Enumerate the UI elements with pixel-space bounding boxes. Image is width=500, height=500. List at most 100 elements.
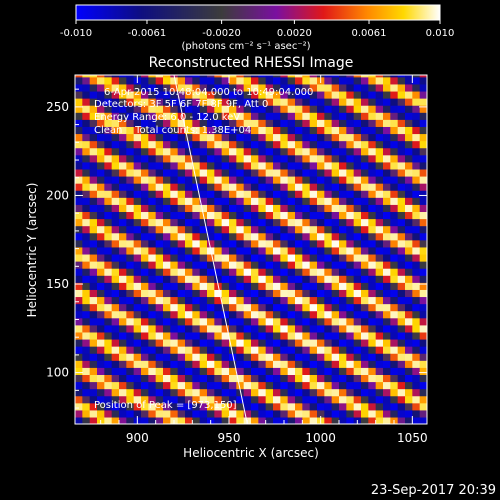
heatmap-cell xyxy=(295,374,303,383)
heatmap-cell xyxy=(280,140,289,149)
heatmap-cell xyxy=(75,381,83,390)
heatmap-cell xyxy=(89,90,98,99)
heatmap-cell xyxy=(324,190,333,198)
heatmap-cell xyxy=(163,239,171,248)
heatmap-cell xyxy=(148,147,157,156)
heatmap-cell xyxy=(353,303,362,312)
heatmap-cell xyxy=(185,183,193,191)
heatmap-cell xyxy=(258,416,267,424)
heatmap-cell xyxy=(75,246,83,255)
heatmap-cell xyxy=(236,395,245,404)
heatmap-cell xyxy=(383,402,391,411)
heatmap-cell xyxy=(192,324,201,333)
heatmap-cell xyxy=(383,296,391,305)
heatmap-cell xyxy=(412,161,421,170)
heatmap-cell xyxy=(339,282,347,290)
heatmap-cell xyxy=(368,112,377,120)
heatmap-cell xyxy=(397,416,406,424)
heatmap-cell xyxy=(155,190,164,198)
heatmap-cell xyxy=(273,317,281,326)
heatmap-cell xyxy=(419,133,427,142)
heatmap-cell xyxy=(375,324,384,333)
heatmap-cell xyxy=(141,75,149,78)
heatmap-cell xyxy=(346,204,355,213)
heatmap-cell xyxy=(163,296,171,305)
heatmap-cell xyxy=(163,154,171,163)
heatmap-cell xyxy=(111,416,120,424)
heatmap-cell xyxy=(75,154,83,163)
heatmap-cell xyxy=(375,402,384,411)
heatmap-cell xyxy=(119,98,127,106)
heatmap-cell xyxy=(258,381,267,390)
heatmap-cell xyxy=(353,317,362,326)
heatmap-cell xyxy=(390,147,399,156)
heatmap-cell xyxy=(163,197,171,205)
heatmap-cell xyxy=(258,76,267,85)
heatmap-cell xyxy=(280,197,289,205)
heatmap-cell xyxy=(317,168,325,177)
heatmap-cell xyxy=(383,218,391,227)
heatmap-cell xyxy=(383,246,391,255)
heatmap-cell xyxy=(251,409,259,418)
annotation-time-range: 6-Apr-2015 10:48:04.000 to 10:49:04.000 xyxy=(104,87,313,98)
heatmap-cell xyxy=(390,303,399,312)
heatmap-cell xyxy=(104,268,113,276)
heatmap-cell xyxy=(390,90,399,99)
heatmap-cell xyxy=(199,388,208,397)
heatmap-cell xyxy=(221,402,230,411)
heatmap-cell xyxy=(331,317,340,326)
heatmap-cell xyxy=(368,324,377,333)
heatmap-cell xyxy=(75,76,83,85)
heatmap-cell xyxy=(185,239,193,248)
heatmap-cell xyxy=(89,253,98,262)
heatmap-cell xyxy=(126,381,135,390)
heatmap-cell xyxy=(163,232,171,241)
heatmap-cell xyxy=(221,416,230,424)
heatmap-cell xyxy=(295,331,303,340)
heatmap-cell xyxy=(126,232,135,241)
heatmap-cell xyxy=(317,183,325,191)
heatmap-cell xyxy=(287,317,296,326)
heatmap-cell xyxy=(229,289,237,298)
heatmap-cell xyxy=(412,218,421,227)
heatmap-cell xyxy=(287,83,296,92)
heatmap-cell xyxy=(419,360,427,368)
heatmap-cell xyxy=(251,367,259,375)
heatmap-cell xyxy=(361,331,369,340)
heatmap-cell xyxy=(280,402,289,411)
heatmap-cell xyxy=(419,310,427,319)
heatmap-cell xyxy=(419,105,427,113)
heatmap-cell xyxy=(133,133,142,142)
heatmap-cell xyxy=(111,253,120,262)
heatmap-cell xyxy=(251,296,259,305)
heatmap-cell xyxy=(89,324,98,333)
heatmap-cell xyxy=(405,90,413,99)
heatmap-cell xyxy=(192,360,201,368)
heatmap-cell xyxy=(163,310,171,319)
heatmap-cell xyxy=(317,232,325,241)
heatmap-cell xyxy=(148,374,157,383)
heatmap-cell xyxy=(155,268,164,276)
heatmap-cell xyxy=(273,324,281,333)
heatmap-cell xyxy=(397,282,406,290)
heatmap-cell xyxy=(126,183,135,191)
heatmap-cell xyxy=(199,218,208,227)
heatmap-cell xyxy=(82,353,91,361)
heatmap-cell xyxy=(405,261,413,269)
heatmap-cell xyxy=(82,204,91,213)
heatmap-cell xyxy=(251,168,259,177)
heatmap-cell xyxy=(97,239,105,248)
heatmap-cell xyxy=(258,275,267,283)
heatmap-cell xyxy=(309,197,318,205)
heatmap-cell xyxy=(383,98,391,106)
heatmap-cell xyxy=(397,119,406,127)
heatmap-cell xyxy=(273,175,281,184)
heatmap-cell xyxy=(75,197,83,205)
heatmap-cell xyxy=(75,268,83,276)
heatmap-cell xyxy=(236,133,245,142)
heatmap-cell xyxy=(390,140,399,149)
heatmap-cell xyxy=(280,211,289,220)
heatmap-cell xyxy=(405,154,413,163)
heatmap-cell xyxy=(243,395,252,404)
heatmap-cell xyxy=(75,190,83,198)
